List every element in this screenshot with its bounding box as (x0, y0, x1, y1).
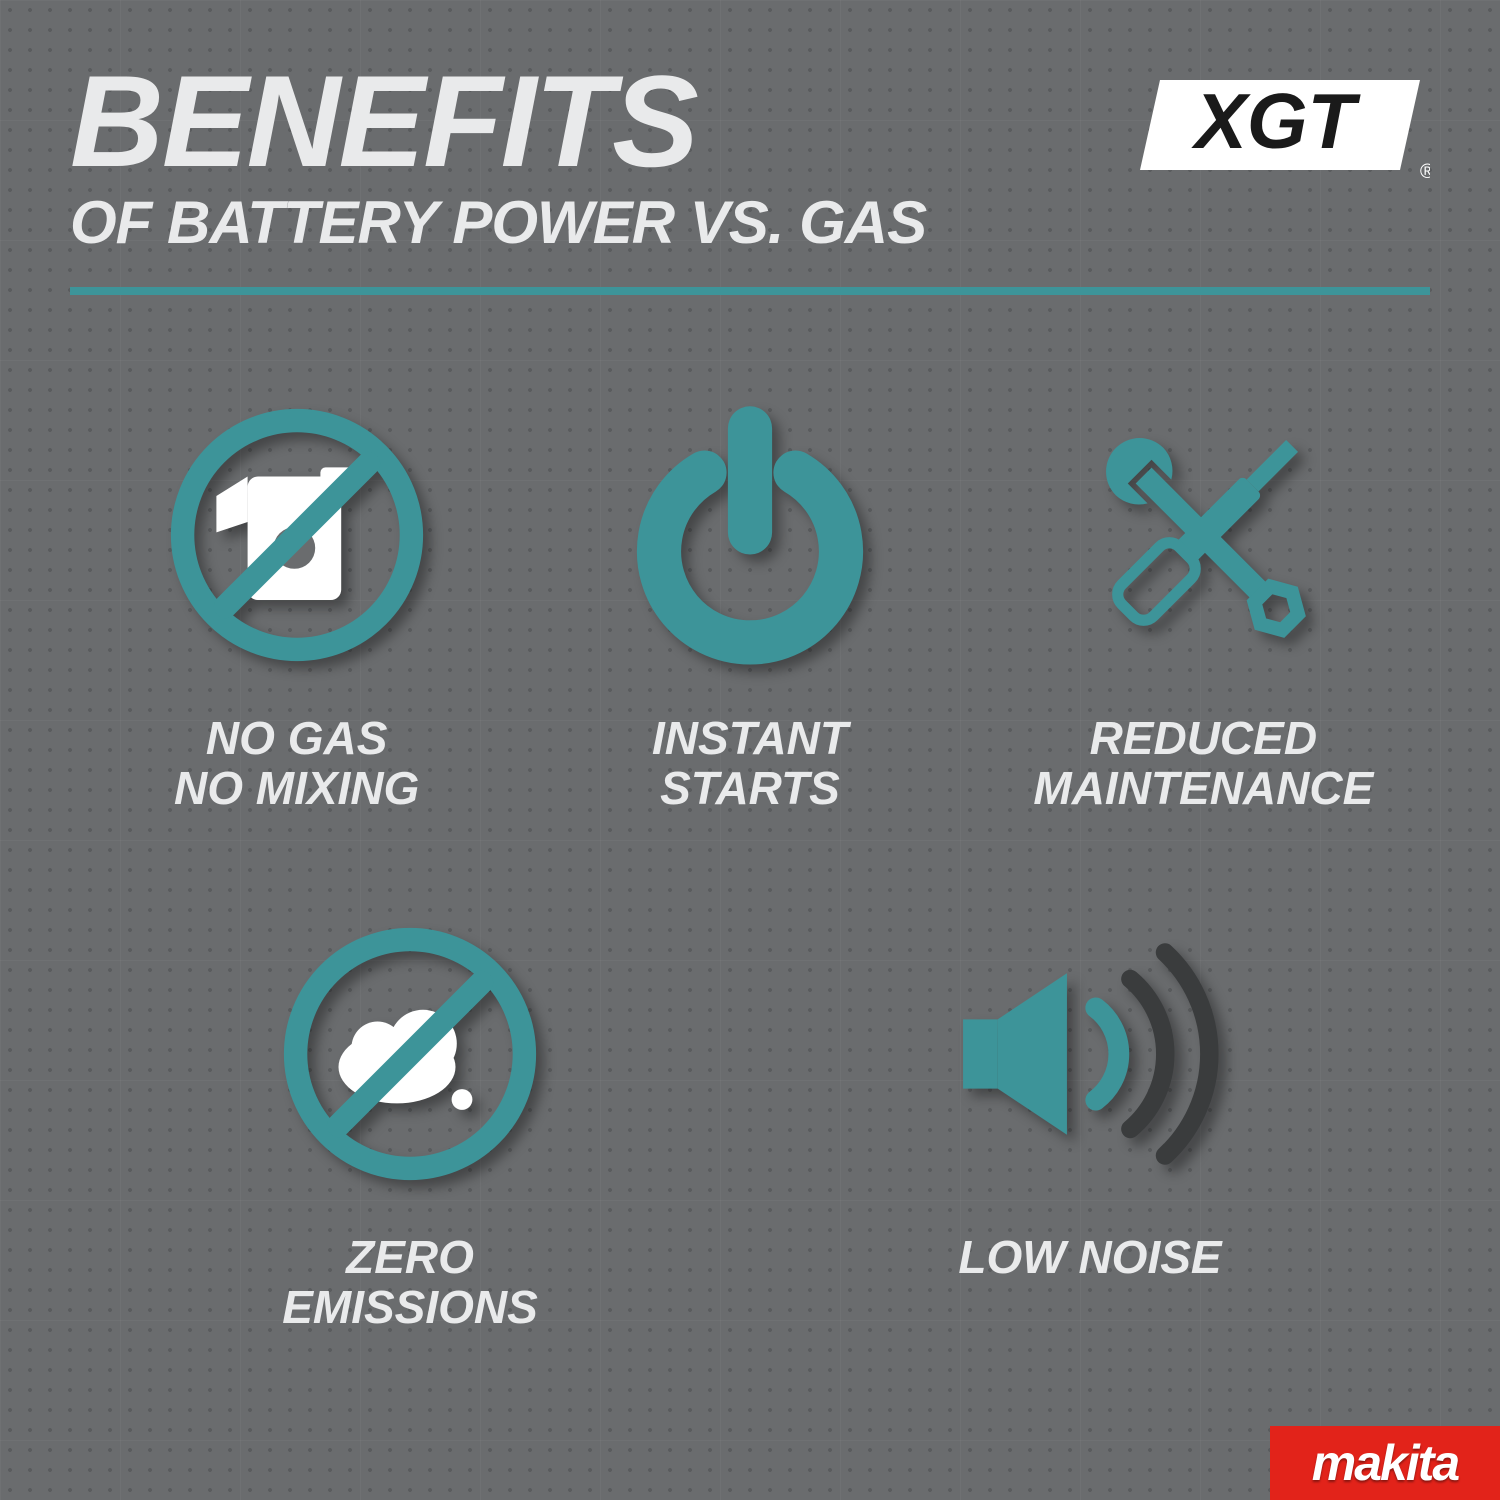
benefit-reduced-maintenance: REDUCED MAINTENANCE (979, 385, 1428, 814)
benefits-row-2: ZERO EMISSIONS LOW NOISE (70, 904, 1430, 1333)
makita-text: makita (1312, 1434, 1458, 1492)
tools-crossed-icon (1053, 385, 1353, 685)
benefit-zero-emissions: ZERO EMISSIONS (138, 904, 682, 1333)
benefits-row-1: NO GAS NO MIXING INSTANT STARTS (70, 385, 1430, 814)
title-block: BENEFITS OF BATTERY POWER VS. GAS (70, 60, 1130, 257)
benefit-instant-starts: INSTANT STARTS (526, 385, 975, 814)
divider (70, 287, 1430, 295)
header: BENEFITS OF BATTERY POWER VS. GAS XGT ® (70, 60, 1430, 257)
title-sub: OF BATTERY POWER VS. GAS (70, 188, 1130, 257)
benefit-low-noise: LOW NOISE (818, 904, 1362, 1333)
title-main: BENEFITS (70, 60, 1130, 184)
registered-mark: ® (1420, 161, 1430, 180)
benefit-label: NO GAS NO MIXING (174, 713, 419, 814)
power-button-icon (600, 385, 900, 685)
speaker-low-icon (940, 904, 1240, 1204)
benefit-label: ZERO EMISSIONS (282, 1232, 538, 1333)
makita-logo: makita (1270, 1426, 1500, 1500)
benefit-no-gas: NO GAS NO MIXING (72, 385, 521, 814)
content-root: BENEFITS OF BATTERY POWER VS. GAS XGT ® (0, 0, 1500, 1500)
gas-can-prohibited-icon (147, 385, 447, 685)
cloud-prohibited-icon (260, 904, 560, 1204)
xgt-text: XGT (1191, 77, 1362, 165)
xgt-logo: XGT ® (1130, 60, 1430, 185)
benefit-label: LOW NOISE (958, 1232, 1221, 1283)
benefit-label: REDUCED MAINTENANCE (1033, 713, 1373, 814)
benefit-label: INSTANT STARTS (652, 713, 848, 814)
